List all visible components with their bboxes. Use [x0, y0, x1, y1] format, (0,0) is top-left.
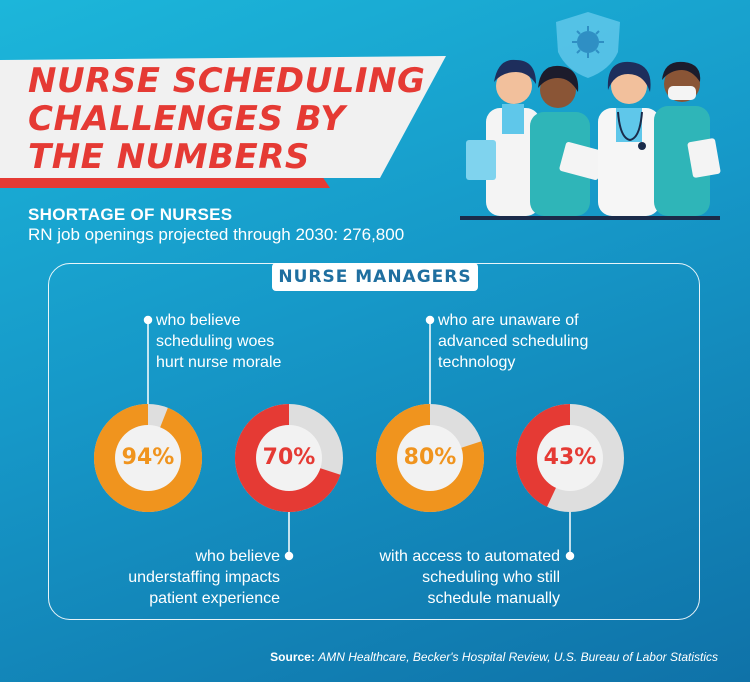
nurses-illustration [460, 12, 721, 220]
stat-line: technology [438, 354, 516, 371]
stat-value: 70% [262, 445, 316, 470]
stat-line: who are unaware of [438, 312, 579, 329]
donut-gauge-technology: 80% [376, 404, 484, 512]
donut-ring [516, 404, 624, 512]
stat-line: advanced scheduling [438, 333, 589, 350]
title-banner: NURSE SCHEDULING CHALLENGES BY THE NUMBE… [0, 0, 450, 190]
shortage-stat-line: RN job openings projected through 2030: … [28, 225, 405, 244]
stat-line: understaffing impacts [128, 569, 280, 586]
stat-description-morale: who believe scheduling woes hurt nurse m… [156, 310, 281, 373]
stat-line: schedule manually [427, 590, 560, 607]
nurse-1 [466, 59, 540, 218]
stat-description-manual-scheduling: with access to automated scheduling who … [340, 546, 560, 609]
stat-description-technology: who are unaware of advanced scheduling t… [438, 310, 588, 373]
stat-line: who believe [195, 548, 281, 565]
source-label: Source: [270, 650, 315, 664]
stat-line: who believe [156, 312, 241, 329]
page-title: NURSE SCHEDULING CHALLENGES BY THE NUMBE… [28, 61, 426, 177]
donut-gauge-patient-experience: 70% [235, 404, 343, 512]
stat-value: 94% [121, 445, 175, 470]
stat-value: 43% [543, 445, 597, 470]
donut-gauge-morale: 94% [94, 404, 202, 512]
stat-line: scheduling who still [422, 569, 560, 586]
banner-shape [0, 56, 446, 188]
donut-ring [235, 404, 343, 512]
nurse-3 [598, 61, 660, 216]
donut-ring [94, 404, 202, 512]
donut-ring [376, 404, 484, 512]
stat-line: scheduling woes [156, 333, 275, 350]
stat-value: 80% [403, 445, 457, 470]
stat-line: with access to automated [379, 548, 560, 565]
shortage-heading: SHORTAGE OF NURSES [28, 205, 233, 224]
stat-line: patient experience [149, 590, 280, 607]
stat-description-patient-experience: who believe understaffing impacts patien… [96, 546, 280, 609]
donut-gauge-manual-scheduling: 43% [516, 404, 624, 512]
stat-line: hurt nurse morale [156, 354, 282, 371]
source-text: AMN Healthcare, Becker's Hospital Review… [318, 650, 718, 664]
shield-virus-icon [556, 12, 620, 78]
nurse-2 [530, 65, 605, 216]
nurse-4 [654, 61, 721, 216]
source-citation: Source: AMN Healthcare, Becker's Hospita… [270, 650, 718, 664]
panel-label: NURSE MANAGERS [272, 263, 478, 291]
